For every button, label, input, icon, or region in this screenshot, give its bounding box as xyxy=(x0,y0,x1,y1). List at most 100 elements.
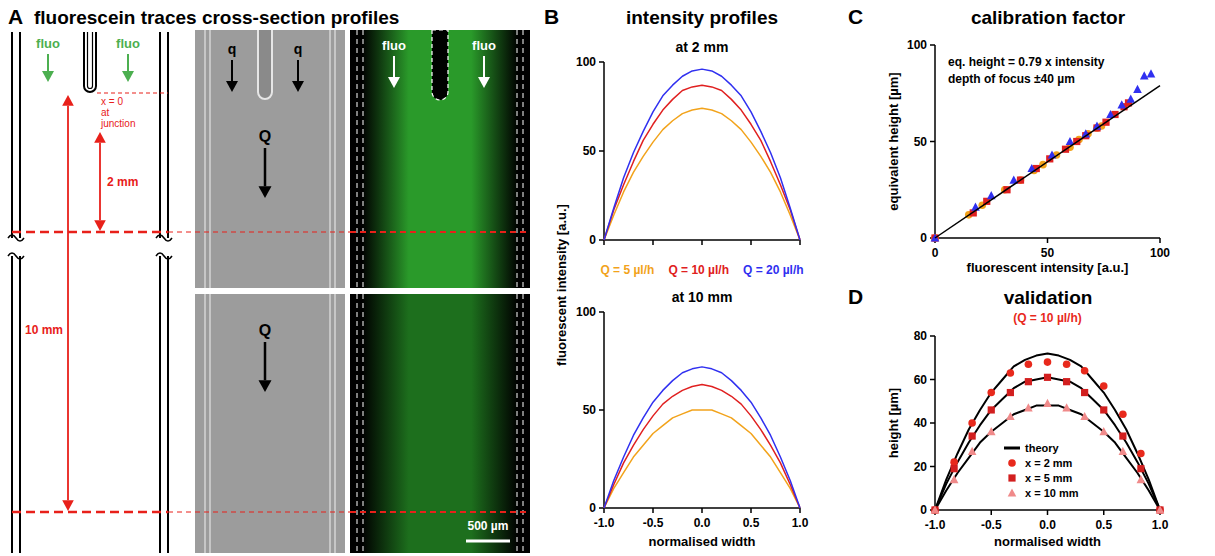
distance-arrow-head xyxy=(94,220,106,231)
y-tick xyxy=(599,61,604,63)
flow-label: Q xyxy=(259,128,271,145)
y-tick-label: 100 xyxy=(576,55,596,69)
image-channel-wall xyxy=(363,30,364,288)
chart-title: at 2 mm xyxy=(676,39,729,55)
y-tick xyxy=(599,239,604,241)
y-tick xyxy=(930,422,935,424)
panel-letter: C xyxy=(848,5,863,28)
legend: Q = 5 µl/hQ = 10 µl/hQ = 20 µl/h xyxy=(600,263,803,277)
y-axis-title: height [µm] xyxy=(886,388,901,458)
fluo-arrow xyxy=(47,54,49,71)
y-tick-label: 0 xyxy=(920,231,927,245)
data-point xyxy=(987,427,996,435)
flow-arrow-head xyxy=(226,81,238,92)
junction-line xyxy=(97,92,168,93)
fluo-arrow-head xyxy=(42,71,54,82)
data-point xyxy=(951,465,958,472)
break-mark xyxy=(156,253,172,259)
flow-arrow xyxy=(297,60,299,81)
x-tick xyxy=(991,510,993,515)
data-point xyxy=(1081,367,1089,375)
x-tick-label: 0.5 xyxy=(1095,518,1112,532)
y-tick xyxy=(930,44,935,46)
fluo-arrow xyxy=(127,54,129,71)
data-point xyxy=(1137,450,1145,458)
image-channel-wall xyxy=(209,30,211,288)
channel-wall xyxy=(159,256,161,553)
data-point xyxy=(1119,432,1126,439)
y-tick-label: 100 xyxy=(907,38,927,52)
fluo-label: fluo xyxy=(382,38,406,53)
y-tick-label: 100 xyxy=(576,305,596,319)
x-axis-title: fluorescent intensity [a.u.] xyxy=(967,260,1129,275)
x-tick xyxy=(701,508,703,513)
series-line xyxy=(604,85,800,240)
x-tick-label: -1.0 xyxy=(594,516,615,530)
image-channel-wall xyxy=(334,30,336,288)
x-tick-label: -0.5 xyxy=(643,516,664,530)
y-tick-label: 50 xyxy=(583,144,597,158)
flow-arrow-head xyxy=(292,81,304,92)
annotation: eq. height = 0.79 x intensity xyxy=(948,55,1105,69)
flow-arrow xyxy=(264,148,267,186)
x-tick xyxy=(750,240,752,245)
data-point xyxy=(950,458,958,466)
fluorescence-signal xyxy=(362,30,518,288)
x-tick xyxy=(799,240,801,245)
channel-wall xyxy=(11,32,13,238)
data-point xyxy=(1156,505,1165,513)
legend-swatch xyxy=(1008,488,1017,496)
legend-label: x = 10 mm xyxy=(1025,487,1079,499)
figure: Afluorescein traces cross-section profil… xyxy=(0,0,1215,556)
y-tick xyxy=(599,150,604,152)
y-tick-label: 20 xyxy=(914,460,928,474)
legend-swatch xyxy=(1008,459,1016,467)
y-axis-title: equivalent height [µm] xyxy=(886,72,901,210)
y-tick xyxy=(930,141,935,143)
data-point xyxy=(1117,100,1126,108)
y-tick-label: 50 xyxy=(914,135,928,149)
image-channel-wall xyxy=(517,30,518,288)
fluo-label: fluo xyxy=(36,36,60,51)
panel-letter: B xyxy=(544,5,559,28)
y-tick xyxy=(599,409,604,411)
flow-arrow-head xyxy=(259,380,272,392)
x-axis-title: normalised width xyxy=(649,534,756,549)
junction-label: junction xyxy=(100,118,135,129)
annotation: depth of focus ±40 µm xyxy=(948,72,1075,86)
data-point xyxy=(1081,389,1088,396)
data-point xyxy=(1063,378,1070,385)
break-mark xyxy=(8,235,24,241)
data-point xyxy=(1156,506,1163,513)
data-point xyxy=(931,506,939,514)
data-point xyxy=(987,389,995,397)
x-tick xyxy=(701,240,703,245)
series-line xyxy=(604,367,800,508)
flow-label: q xyxy=(294,41,303,57)
data-point xyxy=(1007,389,1014,396)
scale-bar xyxy=(466,540,510,543)
data-point xyxy=(1100,406,1107,413)
legend-label: Q = 10 µl/h xyxy=(668,263,729,277)
y-tick xyxy=(599,507,604,509)
image-splitter xyxy=(432,30,448,100)
channel-wall xyxy=(167,32,169,238)
fluorescence-signal xyxy=(362,294,518,553)
data-point xyxy=(1006,412,1015,420)
fluo-label: fluo xyxy=(472,38,496,53)
channel-wall xyxy=(19,32,21,238)
series-line xyxy=(604,410,800,508)
brightfield-image xyxy=(195,30,345,288)
series-line xyxy=(935,377,1160,510)
x-tick-label: 100 xyxy=(1150,246,1170,260)
data-point xyxy=(1025,360,1033,368)
data-point xyxy=(1126,94,1135,102)
image-channel-wall xyxy=(363,294,364,553)
x-tick-label: 50 xyxy=(1041,246,1055,260)
data-point xyxy=(1100,382,1108,390)
x-tick-label: -1.0 xyxy=(925,518,946,532)
y-tick-label: 0 xyxy=(589,501,596,515)
x-tick-label: 0.0 xyxy=(1039,518,1056,532)
image-channel-wall xyxy=(329,30,331,288)
image-channel-wall xyxy=(204,294,206,553)
